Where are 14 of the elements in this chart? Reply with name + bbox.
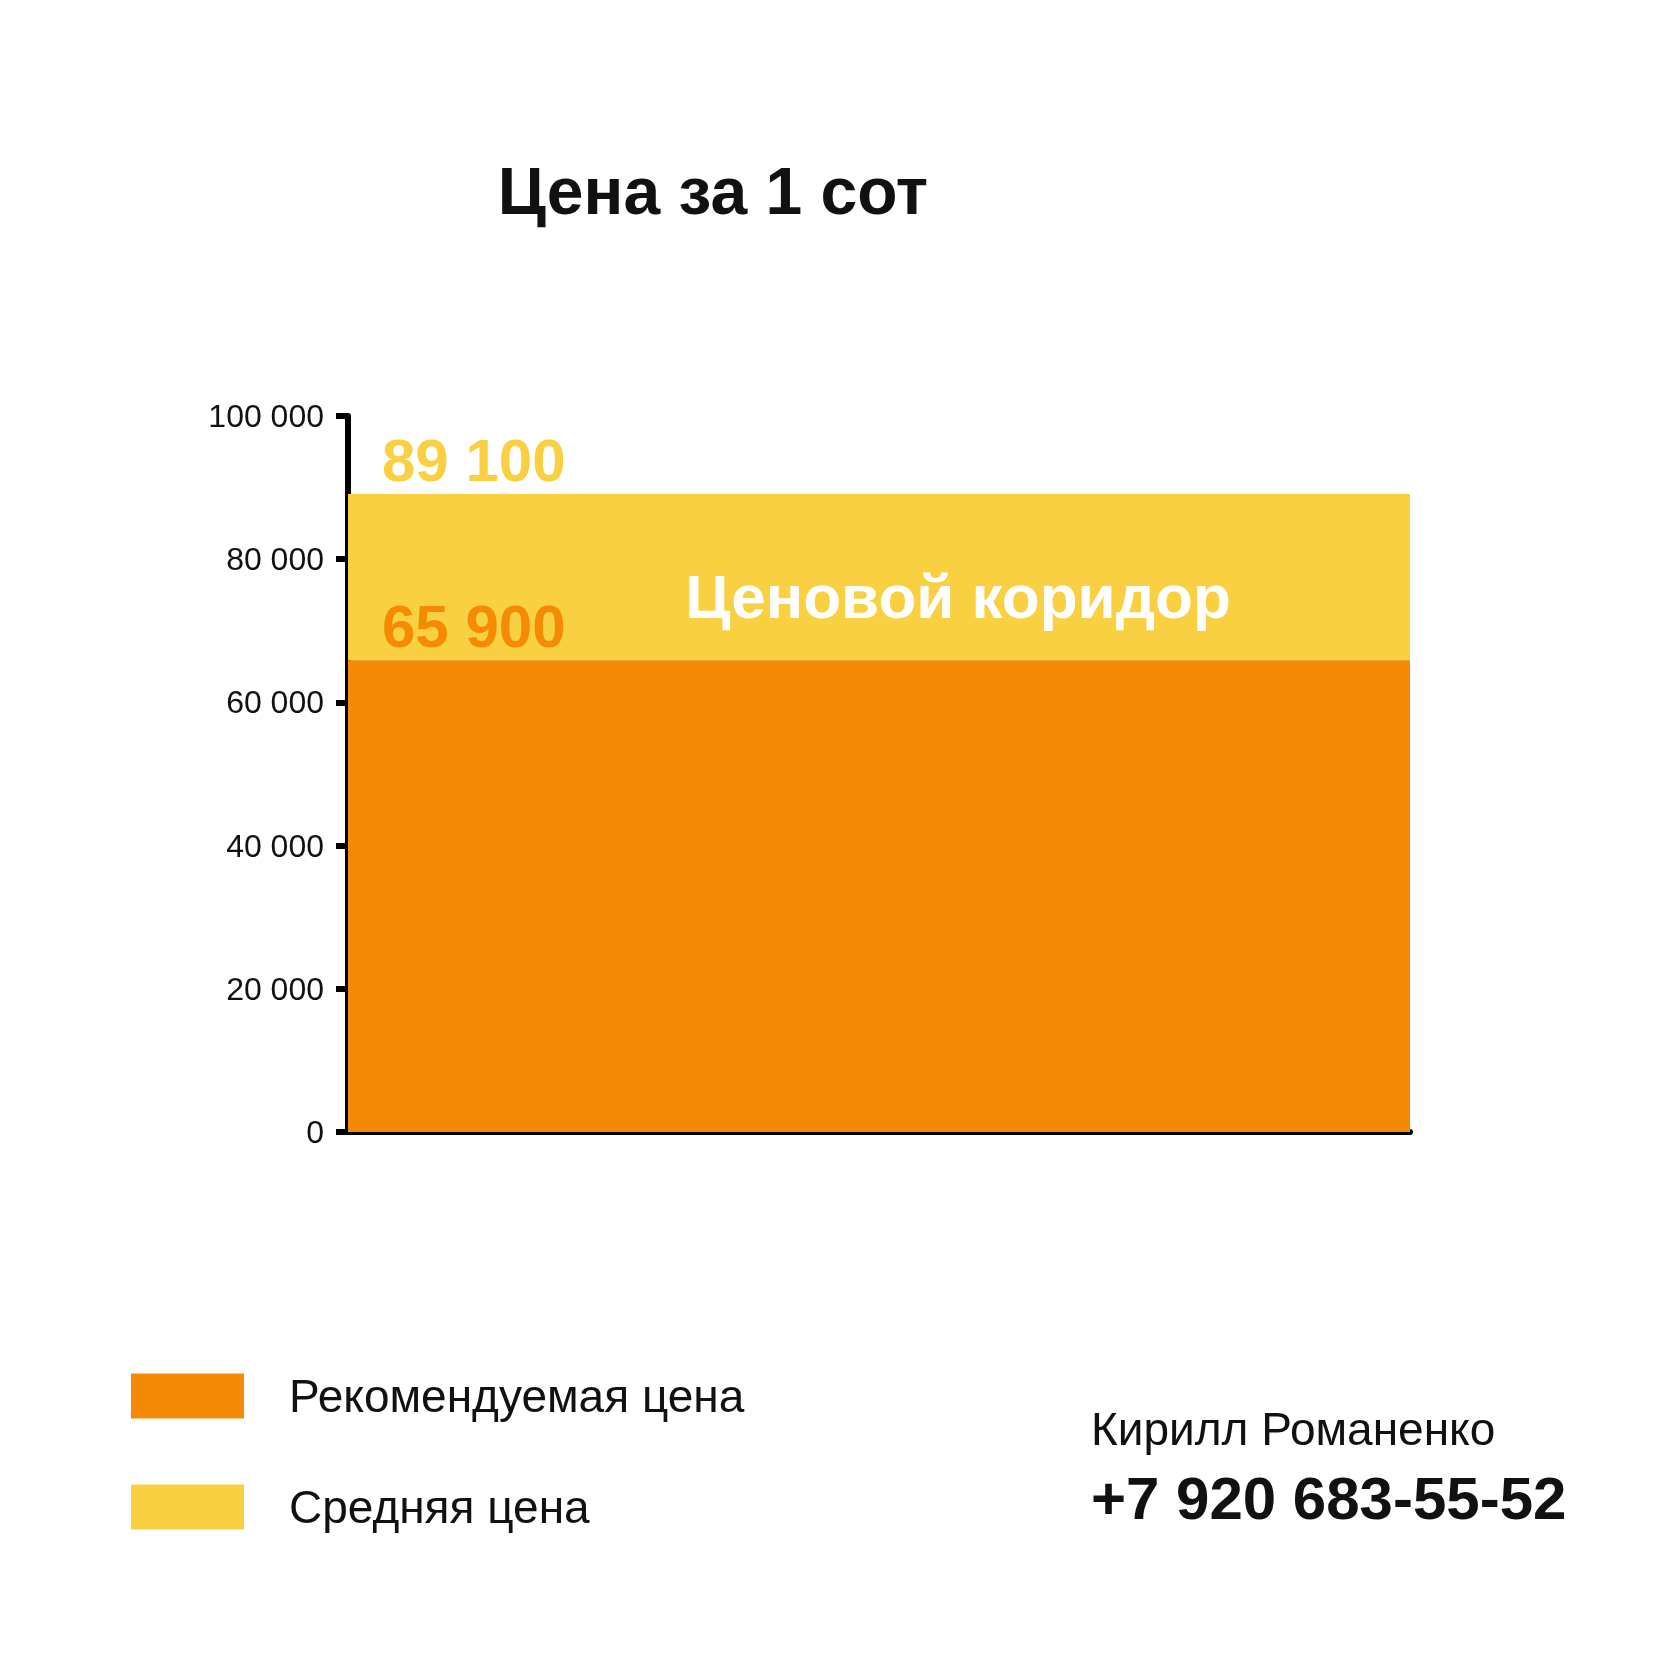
legend-label: Средняя цена: [289, 1481, 591, 1533]
total-label: 89 100: [382, 426, 566, 494]
legend-label: Рекомендуемая цена: [289, 1370, 745, 1422]
text: Кирилл Романенко: [1091, 1403, 1496, 1455]
y-tick-label: 20 000: [226, 970, 324, 1007]
y-tick-label: 80 000: [226, 541, 324, 578]
y-tick-label: 0: [306, 1114, 324, 1150]
y-tick-label: 40 000: [226, 827, 324, 864]
chart-title: Цена за 1 сот: [497, 154, 929, 228]
annotation: Ценовой коридор: [685, 561, 1231, 631]
data-label: 65 900: [382, 592, 566, 660]
y-tick-label: 100 000: [208, 398, 324, 434]
text: +7 920 683-55-52: [1091, 1464, 1567, 1532]
y-tick-label: 60 000: [226, 684, 324, 721]
